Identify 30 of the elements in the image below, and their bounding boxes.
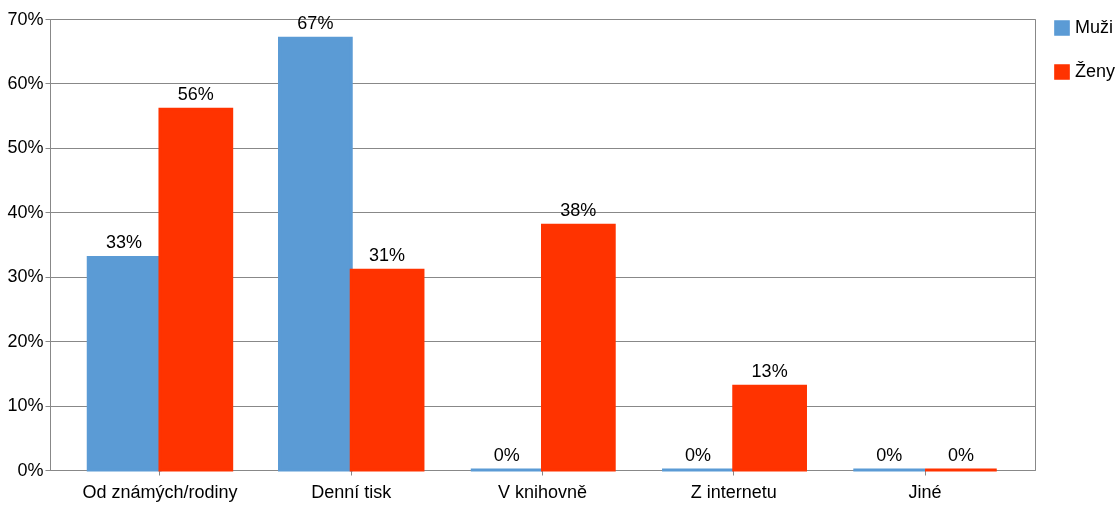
bar xyxy=(541,223,616,472)
y-tick-label: 0% xyxy=(17,459,44,480)
data-label: 56% xyxy=(177,84,214,105)
x-tick-label: Denní tisk xyxy=(311,481,393,502)
data-label: 67% xyxy=(297,13,334,34)
x-tick-label: Jiné xyxy=(908,481,942,502)
data-label: 0% xyxy=(493,445,520,465)
data-label: 0% xyxy=(876,445,903,465)
x-tick-label: Od známých/rodiny xyxy=(82,481,238,502)
bar xyxy=(158,107,234,472)
y-tick-label: 60% xyxy=(7,72,44,93)
data-label: 38% xyxy=(560,200,597,221)
data-label: 31% xyxy=(369,245,406,266)
bar xyxy=(349,268,425,472)
legend-label: Ženy xyxy=(1075,61,1116,81)
y-tick-label: 20% xyxy=(7,330,44,351)
y-tick-label: 50% xyxy=(7,137,44,158)
data-label: 0% xyxy=(947,445,974,465)
y-tick-label: 10% xyxy=(7,395,44,416)
bar xyxy=(732,384,807,472)
y-tick-label: 70% xyxy=(7,8,44,29)
y-tick-label: 30% xyxy=(7,266,44,287)
legend-label: Muži xyxy=(1075,17,1114,37)
y-tick-label: 40% xyxy=(7,201,44,222)
data-label: 0% xyxy=(684,445,711,465)
data-label: 13% xyxy=(751,361,788,382)
data-label: 33% xyxy=(106,232,143,253)
x-tick-label: V knihovně xyxy=(497,481,588,502)
x-tick-label: Z internetu xyxy=(690,481,777,502)
bar xyxy=(278,36,353,472)
